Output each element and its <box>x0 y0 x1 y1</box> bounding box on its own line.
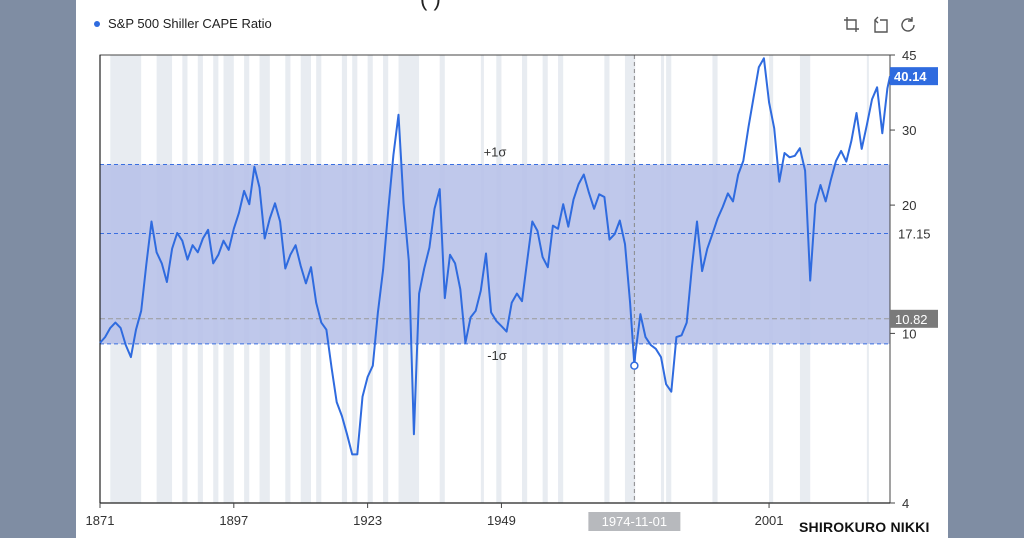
x-tick-label: 2001 <box>755 513 784 528</box>
crosshair-date-label: 1974-11-01 <box>602 514 668 529</box>
x-axis-ticks: 1871 1897 1923 1949 2001 <box>86 503 784 528</box>
legend-series-marker <box>94 20 100 27</box>
current-reference-badge-bg <box>890 309 938 328</box>
zoom-reset-icon[interactable] <box>870 15 890 35</box>
refresh-icon[interactable] <box>898 15 918 35</box>
crosshair-date-badge-bg <box>588 512 681 531</box>
last-value-badge: 40.14 <box>890 67 938 86</box>
x-tick-label: 1949 <box>487 513 516 528</box>
mean-value-label: 17.15 <box>898 227 931 242</box>
plus-sigma-label: +1σ <box>484 145 507 160</box>
sigma-band <box>100 164 890 344</box>
y-axis-ticks: 4 10 20 30 45 <box>890 48 916 511</box>
last-value-label: 40.14 <box>894 69 927 84</box>
y-tick-label: 45 <box>902 48 916 63</box>
y-tick-label: 20 <box>902 198 916 213</box>
last-value-badge-bg <box>890 67 938 86</box>
y-tick-label: 10 <box>902 326 916 341</box>
chart-legend[interactable]: S&P 500 Shiller CAPE Ratio <box>94 16 272 31</box>
y-tick-label: 4 <box>902 496 909 511</box>
watermark: SHIROKURO NIKKI <box>799 519 930 535</box>
current-reference-value: 10.82 <box>895 312 928 327</box>
chart-toolbar <box>842 15 918 35</box>
x-tick-label: 1923 <box>353 513 382 528</box>
x-tick-label: 1871 <box>86 513 115 528</box>
crosshair-date-badge: 1974-11-01 <box>588 512 681 531</box>
x-tick-label: 1897 <box>219 513 248 528</box>
zoom-icon[interactable] <box>842 15 862 35</box>
crosshair-point <box>630 361 639 370</box>
minus-sigma-label: -1σ <box>487 348 507 363</box>
legend-series-label: S&P 500 Shiller CAPE Ratio <box>108 16 272 31</box>
cape-series-line <box>99 57 891 456</box>
y-tick-label: 30 <box>902 123 916 138</box>
chart-title-fragment: ( ) <box>420 0 441 12</box>
current-reference-badge: 10.82 <box>890 309 938 328</box>
